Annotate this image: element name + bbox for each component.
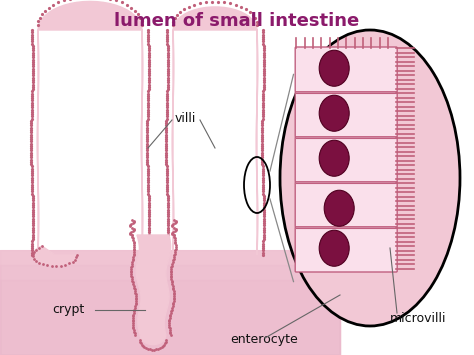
Ellipse shape (319, 95, 349, 131)
Ellipse shape (319, 50, 349, 86)
Ellipse shape (319, 230, 349, 266)
FancyBboxPatch shape (295, 137, 397, 182)
FancyBboxPatch shape (295, 182, 397, 227)
Ellipse shape (280, 30, 460, 326)
Polygon shape (136, 235, 171, 345)
FancyBboxPatch shape (0, 250, 340, 355)
FancyBboxPatch shape (295, 92, 397, 137)
Polygon shape (0, 265, 340, 355)
Polygon shape (37, 1, 143, 255)
Polygon shape (33, 246, 77, 266)
Ellipse shape (319, 140, 349, 176)
FancyBboxPatch shape (295, 47, 397, 92)
Text: enterocyte: enterocyte (230, 333, 298, 346)
Polygon shape (0, 250, 340, 355)
Text: villi: villi (175, 111, 196, 125)
Text: crypt: crypt (52, 304, 84, 317)
Polygon shape (0, 270, 340, 355)
Polygon shape (172, 7, 258, 255)
Text: lumen of small intestine: lumen of small intestine (114, 12, 360, 30)
FancyBboxPatch shape (295, 227, 397, 272)
Polygon shape (0, 280, 340, 355)
Text: microvilli: microvilli (390, 311, 447, 324)
Ellipse shape (324, 190, 354, 226)
